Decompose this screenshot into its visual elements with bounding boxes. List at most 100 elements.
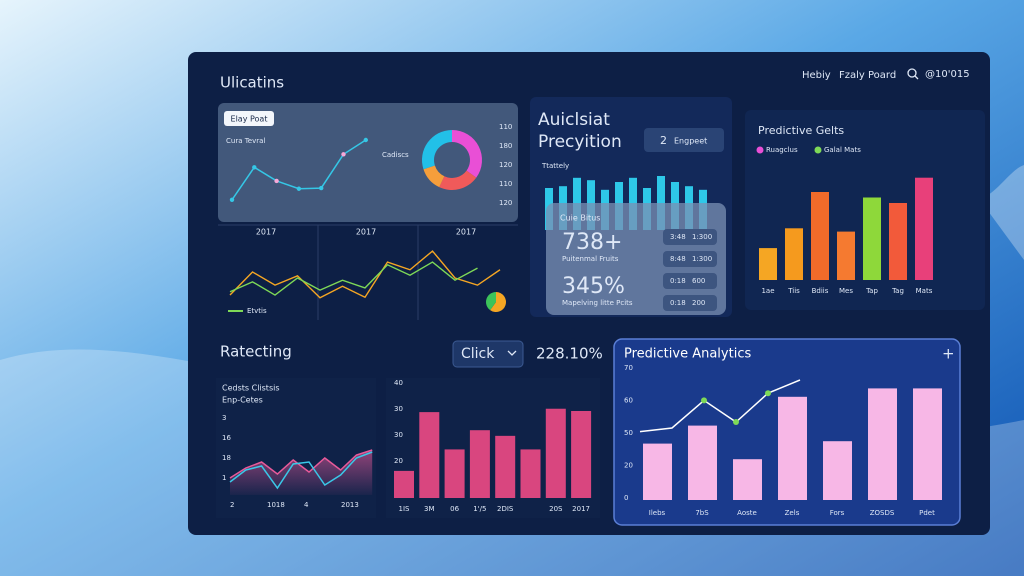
button[interactable] [644,128,724,152]
area-fill [230,450,373,495]
badge[interactable] [224,111,274,126]
legend-label: Etvtis [247,307,267,315]
line-point [274,178,279,184]
bar [643,443,672,500]
dropdown-chevron [507,350,517,356]
y-tick-label: 16 [222,434,231,442]
button-icon: 2 [660,134,667,147]
x-tick-label: 2 [230,501,234,509]
bar [733,459,762,500]
donut-slice [421,130,452,170]
bar-card [386,378,600,518]
bar [520,449,541,498]
legend-label: Ruagclus [766,146,798,154]
tick-label: 110 [499,180,512,188]
x-tick-label: Mats [916,287,933,295]
tag-text: 600 [692,277,705,285]
bar [545,408,566,498]
button-label: Engpeet [674,137,707,146]
x-tick-label: 7bS [695,509,709,517]
line-point [363,137,368,143]
bar [419,412,440,498]
tag [663,273,717,289]
pie-slice [486,292,496,311]
tag-text: 8:48 [670,255,686,263]
bar [394,470,414,498]
bar [823,441,852,500]
stat-value: 345% [562,274,625,299]
stat-label: Puitenmal Fruits [562,255,619,263]
x-tick-label: 1ae [761,287,774,295]
bar [785,228,803,280]
bar [868,388,897,500]
stats-title: Cuie Bitus [560,214,600,223]
x-tick-label: Mes [839,287,853,295]
x-tick-label: 06 [450,505,459,513]
area-line [229,451,373,490]
bar [469,430,490,498]
card-title: Precyition [538,132,622,152]
pie-slice [490,292,507,313]
bar [778,396,807,500]
add-button[interactable]: + [942,345,955,363]
metric: 228.10% [536,345,603,363]
x-tick-label: Tag [891,287,904,295]
x-tick-label: 1IS [399,505,411,513]
line-point [341,152,346,157]
bar [863,197,881,280]
x-tick-label: 1018 [267,501,285,509]
tag [663,295,717,311]
x-tick-label: 1'/5 [473,505,486,513]
bar [913,388,942,500]
chart-subtitle: Enp-Cetes [222,396,263,405]
tag [663,229,717,245]
y-tick-label: 3 [222,414,226,422]
tick-label: 120 [499,199,512,207]
legend-swatch [814,146,822,154]
x-tick-label: Pdet [919,509,935,517]
bar [915,177,933,280]
x-tick-label: Fors [830,509,845,517]
y-tick-label: 40 [394,379,403,387]
nav-link[interactable]: Hebiy [802,70,831,81]
line-point [701,397,707,404]
x-tick-label: Zels [785,509,800,517]
line-point [319,185,324,191]
search-field[interactable]: @10'015 [925,69,970,80]
line-point [229,197,235,202]
legend-label: Galal Mats [824,146,861,154]
bar [495,435,516,498]
y-tick-label: 50 [624,429,633,437]
x-tick-label: ZOSDS [870,509,895,517]
chart-title: Cedsts Clistsis [222,384,280,393]
search-icon[interactable] [907,68,917,78]
tag-text: 3:48 [670,233,686,241]
y-tick-label: 20 [394,457,403,465]
background-wave [980,165,1024,260]
bar [837,231,855,280]
x-tick-label: Bdiis [812,287,829,295]
donut-slice [423,165,445,188]
bar [444,449,465,498]
x-tick-label: Ilebs [649,509,666,517]
x-tick-label: 4 [304,501,309,509]
trend-line [229,261,478,296]
line-point [733,419,739,425]
caption: Cura Tevral [226,137,265,145]
dropdown[interactable] [452,340,524,368]
area-line [229,449,373,479]
tag-text: 1:300 [692,255,712,263]
card-title: Auiclsiat [538,110,610,130]
section-title: Ratecting [220,343,292,361]
y-tick-label: 60 [624,397,633,405]
line-point [296,186,302,191]
tag-text: 0:18 [670,277,686,285]
x-tick-label: 2DIS [497,505,514,513]
y-tick-label: 0 [624,494,628,502]
tag-text: 0:18 [670,299,686,307]
bar [759,248,777,280]
x-tick-label: Tiis [787,287,800,295]
badge-label: Elay Poat [231,115,268,124]
nav-link[interactable]: Fzaly Poard [839,70,896,81]
bar [811,192,829,280]
